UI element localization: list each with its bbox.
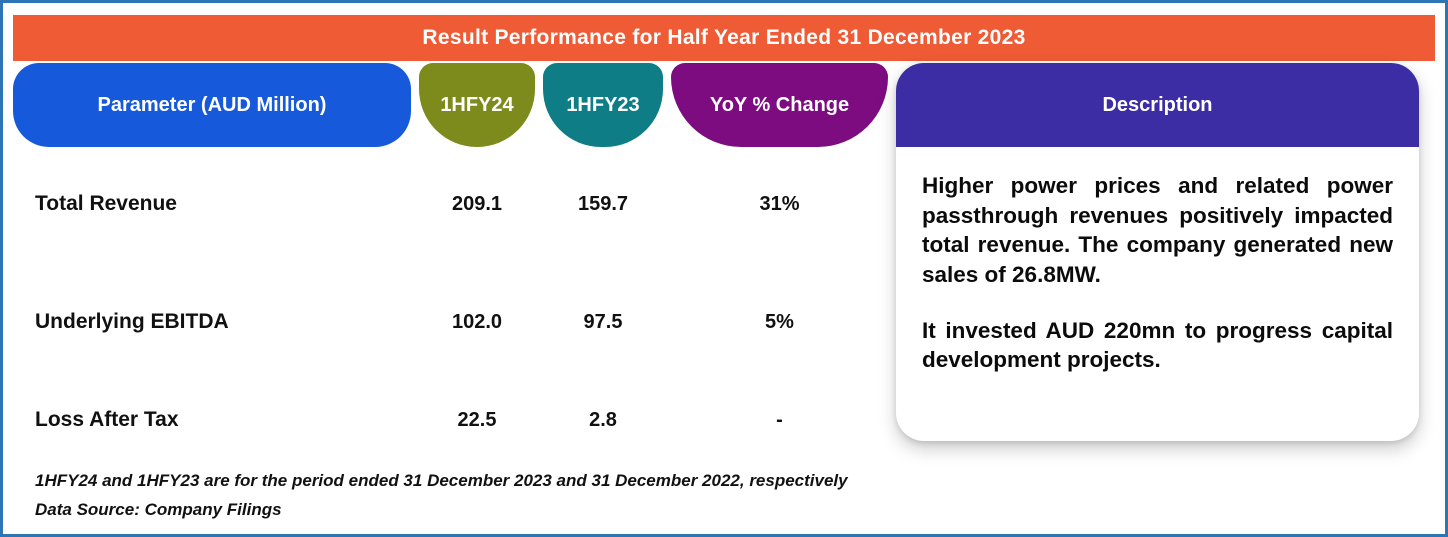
footnote-source: Data Source: Company Filings xyxy=(35,499,282,519)
yoy-value: - xyxy=(776,408,783,431)
hfy23-value: 159.7 xyxy=(577,192,629,215)
table-header-row: Parameter (AUD Million) 1HFY24 1HFY23 Yo… xyxy=(13,63,888,147)
table-row: Total Revenue 209.1 159.7 31% xyxy=(13,183,888,225)
hfy24-value: 22.5 xyxy=(457,408,497,431)
description-card: Description Higher power prices and rela… xyxy=(896,63,1419,441)
header-1hfy24: 1HFY24 xyxy=(419,63,535,147)
parameter-cell: Loss After Tax xyxy=(35,408,179,431)
parameter-cell: Underlying EBITDA xyxy=(35,310,229,333)
hfy23-value: 2.8 xyxy=(589,408,617,431)
yoy-value: 5% xyxy=(765,310,794,333)
page-title: Result Performance for Half Year Ended 3… xyxy=(422,26,1026,49)
hfy24-value: 102.0 xyxy=(451,310,503,333)
parameter-cell: Total Revenue xyxy=(35,192,177,215)
table-row: Underlying EBITDA 102.0 97.5 5% xyxy=(13,301,888,343)
description-paragraph: It invested AUD 220mn to progress capita… xyxy=(922,317,1393,373)
hfy23-value: 97.5 xyxy=(583,310,623,333)
results-table: Parameter (AUD Million) 1HFY24 1HFY23 Yo… xyxy=(13,63,888,525)
description-header: Description xyxy=(896,63,1419,147)
header-1hfy23: 1HFY23 xyxy=(543,63,663,147)
content-area: Parameter (AUD Million) 1HFY24 1HFY23 Yo… xyxy=(13,63,1419,525)
table-row: Loss After Tax 22.5 2.8 - xyxy=(13,399,888,441)
description-paragraph: Higher power prices and related power pa… xyxy=(922,173,1393,288)
footnote-period: 1HFY24 and 1HFY23 are for the period end… xyxy=(35,471,848,490)
hfy24-value: 209.1 xyxy=(451,192,503,215)
footnotes: 1HFY24 and 1HFY23 are for the period end… xyxy=(13,467,888,525)
header-parameter: Parameter (AUD Million) xyxy=(13,63,411,147)
title-banner: Result Performance for Half Year Ended 3… xyxy=(13,15,1435,61)
header-yoy-change: YoY % Change xyxy=(671,63,888,147)
description-body: Higher power prices and related power pa… xyxy=(896,147,1419,375)
yoy-value: 31% xyxy=(759,192,800,215)
